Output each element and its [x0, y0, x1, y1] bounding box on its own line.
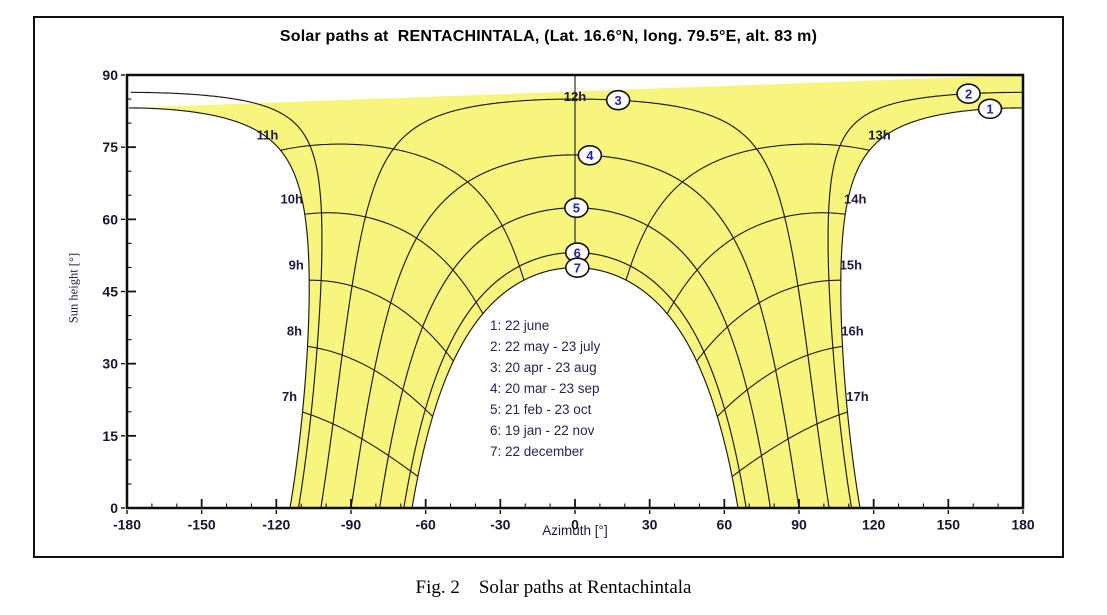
date-curve-4 — [350, 154, 800, 509]
y-tick-label: 15 — [102, 428, 118, 444]
x-tick-label: 90 — [791, 517, 807, 533]
legend-item-4: 4: 20 mar - 23 sep — [490, 381, 600, 396]
date-marker-number-6: 6 — [574, 245, 581, 260]
date-marker-number-1: 1 — [986, 102, 993, 117]
date-marker-7 — [565, 257, 590, 278]
legend-item-2: 2: 22 may - 23 july — [490, 339, 601, 354]
figure-caption: Fig. 2 Solar paths at Rentachintala — [415, 577, 692, 598]
date-marker-number-2: 2 — [965, 86, 972, 101]
y-tick-label: 45 — [102, 284, 118, 300]
hour-label-14: 14h — [844, 191, 866, 206]
x-tick-label: 120 — [862, 517, 886, 533]
x-tick-label: -150 — [188, 517, 216, 533]
hour-label-7: 7h — [282, 389, 297, 404]
date-marker-2 — [956, 83, 981, 104]
hour-label-17: 17h — [846, 389, 868, 404]
y-tick-label: 60 — [102, 211, 118, 227]
date-curve-3 — [320, 98, 830, 508]
x-tick-label: 0 — [571, 517, 579, 533]
hour-label-9: 9h — [289, 257, 304, 272]
y-tick-label: 30 — [102, 356, 118, 372]
x-tick-label: -180 — [113, 517, 141, 533]
date-marker-1 — [977, 98, 1003, 120]
sunlight-region — [127, 75, 1023, 508]
x-tick-label: 30 — [642, 517, 658, 533]
date-marker-number-3: 3 — [615, 93, 622, 108]
date-marker-number-5: 5 — [573, 200, 580, 215]
legend-item-5: 5: 21 feb - 23 oct — [490, 402, 592, 417]
hour-label-8: 8h — [287, 323, 302, 338]
x-axis-title: Azimuth [°] — [542, 523, 608, 538]
x-tick-label: -60 — [416, 517, 436, 533]
hour-label-16: 16h — [841, 323, 863, 338]
hour-line-12 — [574, 74, 577, 268]
x-tick-label: 180 — [1011, 517, 1035, 533]
hour-label-12: 12h — [564, 89, 586, 104]
date-curve-1 — [128, 107, 1023, 508]
legend-item-3: 3: 20 apr - 23 aug — [490, 360, 597, 375]
legend-item-1: 1: 22 june — [490, 318, 550, 333]
y-axis-title: Sun height [°] — [66, 252, 81, 324]
date-curve-2 — [130, 91, 1023, 509]
chart-title: Solar paths at RENTACHINTALA, (Lat. 16.6… — [279, 28, 818, 45]
x-tick-label: -30 — [490, 517, 510, 533]
date-marker-4 — [577, 144, 603, 166]
legend-item-6: 6: 19 jan - 22 nov — [490, 423, 595, 438]
x-tick-label: -90 — [341, 517, 361, 533]
date-marker-5 — [564, 197, 589, 219]
y-tick-label: 0 — [110, 500, 118, 516]
date-marker-number-7: 7 — [574, 260, 581, 275]
hour-label-10: 10h — [281, 191, 303, 206]
y-tick-label: 90 — [102, 67, 118, 83]
y-tick-label: 75 — [102, 139, 118, 155]
x-tick-label: -120 — [262, 517, 290, 533]
hour-label-13: 13h — [868, 127, 890, 142]
x-tick-label: 150 — [937, 517, 961, 533]
hour-label-11: 11h — [257, 127, 279, 142]
x-tick-label: 60 — [717, 517, 733, 533]
hour-label-15: 15h — [840, 257, 862, 272]
legend-item-7: 7: 22 december — [490, 444, 584, 459]
legend: 1: 22 june 2: 22 may - 23 july 3: 20 apr -… — [490, 315, 600, 462]
date-marker-3 — [605, 89, 631, 111]
date-marker-number-4: 4 — [586, 148, 594, 163]
